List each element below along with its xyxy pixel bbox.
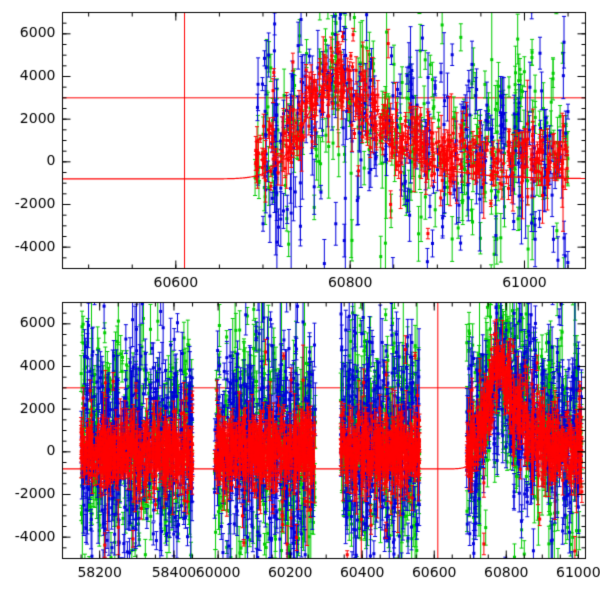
light-curves-canvas <box>0 0 600 600</box>
light-curve-figure <box>0 0 600 600</box>
